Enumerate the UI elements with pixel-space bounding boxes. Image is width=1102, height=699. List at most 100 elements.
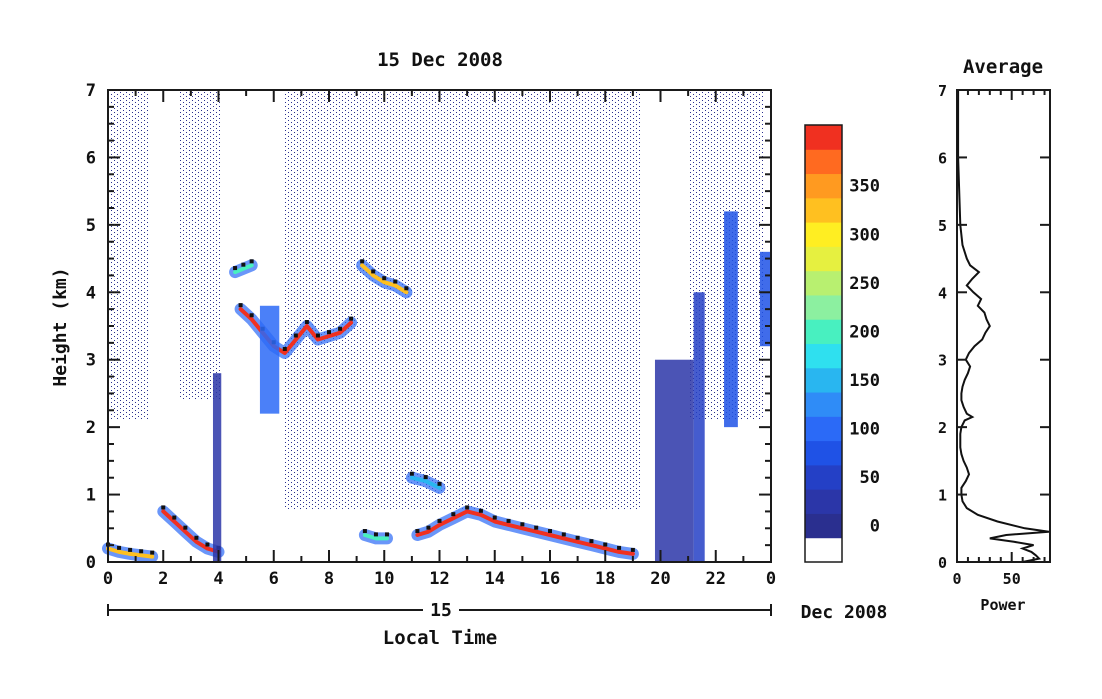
main-y-axis-label: Height (km) [50, 267, 71, 386]
echo-column-10 [724, 211, 738, 428]
echo-layer-core-4 [360, 263, 409, 295]
echo-layer-point [117, 545, 122, 550]
echo-layer-point [150, 550, 155, 555]
profile-y-tick-label: 4 [938, 284, 947, 302]
main-y-tick-label: 5 [86, 216, 96, 236]
main-x-tick-label: 0 [103, 569, 113, 589]
echo-layer-point [194, 535, 199, 540]
main-x-tick-label: 6 [269, 569, 279, 589]
colorbar-frame [804, 124, 843, 563]
echo-layer-point [492, 515, 497, 520]
main-x-tick-label: 14 [485, 569, 505, 589]
colorbar-tick-label: 350 [849, 177, 880, 197]
profile-title: Average [963, 56, 1043, 78]
colorbar-segment [805, 197, 842, 223]
echo-layer-point [437, 481, 442, 486]
echo-layer-core-3 [233, 263, 254, 275]
profile-plot-area [956, 89, 1051, 563]
profile-x-axis: 0 50 [952, 90, 1046, 588]
colorbar-tick-label: 200 [849, 322, 880, 342]
colorbar-tick-label: 50 [860, 468, 880, 488]
colorbar-segment [805, 489, 842, 514]
echo-layer-point [409, 471, 414, 476]
colorbar-segment [805, 319, 842, 344]
echo-layer-point [349, 316, 354, 321]
echo-layer-core-6 [409, 475, 442, 490]
profile-x-tick-label: 0 [952, 570, 961, 588]
main-y-tick-label: 2 [86, 418, 96, 438]
echo-layer-core-7 [362, 533, 389, 541]
echo-layer-point [241, 262, 246, 267]
echo-layer-point [561, 532, 566, 537]
echo-column-8 [654, 359, 694, 562]
colorbar-tick-label: 100 [849, 419, 880, 439]
profile-y-tick-label: 7 [938, 82, 947, 100]
echo-layer-point [205, 542, 210, 547]
main-x-tick-label: 22 [706, 569, 726, 589]
main-x-tick-label: 8 [324, 569, 334, 589]
echo-layer-point [423, 475, 428, 480]
profile-y-tick-label: 5 [938, 217, 947, 235]
echo-layer-point [128, 547, 133, 552]
echo-layer-point [437, 518, 442, 523]
colorbar-segment [805, 440, 842, 466]
date-axis-month-label: Dec 2008 [801, 602, 888, 623]
echo-layer-point [630, 547, 635, 552]
echo-layer-core-5 [415, 509, 635, 556]
date-axis: 15 Dec 2008 [107, 600, 888, 623]
colorbar-segment [805, 149, 842, 175]
echo-layer-point [415, 529, 420, 534]
echo-layer-point [465, 505, 470, 510]
colorbar-tick-label: 300 [849, 225, 880, 245]
echo-layer-point [506, 518, 511, 523]
echo-column-12 [212, 373, 222, 562]
colorbar-segment [805, 173, 842, 199]
echo-layer-point [315, 333, 320, 338]
echo-layer-point [304, 320, 309, 324]
echo-layer-point [451, 512, 456, 517]
colorbar-segment [805, 513, 842, 539]
main-x-tick-label: 16 [540, 569, 560, 589]
echo-layer-core-1 [106, 546, 155, 559]
echo-layer-point [249, 259, 254, 264]
echo-layer-core-0 [161, 509, 221, 554]
profile-y-axis: 0 1 2 3 4 5 6 7 [938, 82, 1050, 572]
profile-y-tick-label: 0 [938, 554, 947, 572]
main-x-tick-label: 20 [650, 569, 670, 589]
echo-column-9 [693, 292, 705, 562]
heatmap-plot-area [102, 89, 772, 563]
main-x-tick-label: 0 [766, 569, 776, 589]
main-y-tick-label: 1 [86, 486, 96, 506]
echo-layer-point [293, 333, 298, 338]
echo-layer-point [172, 515, 177, 520]
echo-layer-point [360, 259, 365, 264]
echo-layer-point [404, 286, 409, 291]
colorbar-segment [805, 246, 842, 272]
main-x-tick-label: 18 [595, 569, 615, 589]
echo-layer-point [373, 532, 378, 537]
profile-y-tick-label: 2 [938, 419, 947, 437]
echo-layer-point [478, 508, 483, 513]
main-x-axis: 0 2 4 6 8 10 12 14 16 18 20 22 0 [103, 90, 776, 589]
echo-layer-point [393, 279, 398, 284]
colorbar-tick-label: 150 [849, 371, 880, 391]
colorbar: 0 50 100 150 200 250 300 350 [804, 124, 880, 563]
echo-layer-core-2 [238, 307, 354, 355]
echo-layer-point [161, 505, 166, 510]
colorbar-segment [805, 222, 842, 247]
profile-y-tick-label: 1 [938, 487, 947, 505]
echo-layer-point [282, 346, 287, 351]
colorbar-segment [805, 343, 842, 369]
echo-layer-point [617, 545, 622, 550]
echo-layer-point [233, 266, 238, 271]
main-y-axis: 0 1 2 3 4 5 6 7 [86, 81, 771, 573]
echo-layer-point [249, 313, 254, 318]
echo-layer-point [603, 542, 608, 547]
main-y-tick-label: 0 [86, 553, 96, 573]
echo-layer-point [520, 522, 525, 527]
colorbar-segment [805, 367, 842, 393]
echo-layer-point [589, 539, 594, 544]
echo-layer-point [371, 269, 376, 274]
echo-layer-point [183, 525, 188, 530]
